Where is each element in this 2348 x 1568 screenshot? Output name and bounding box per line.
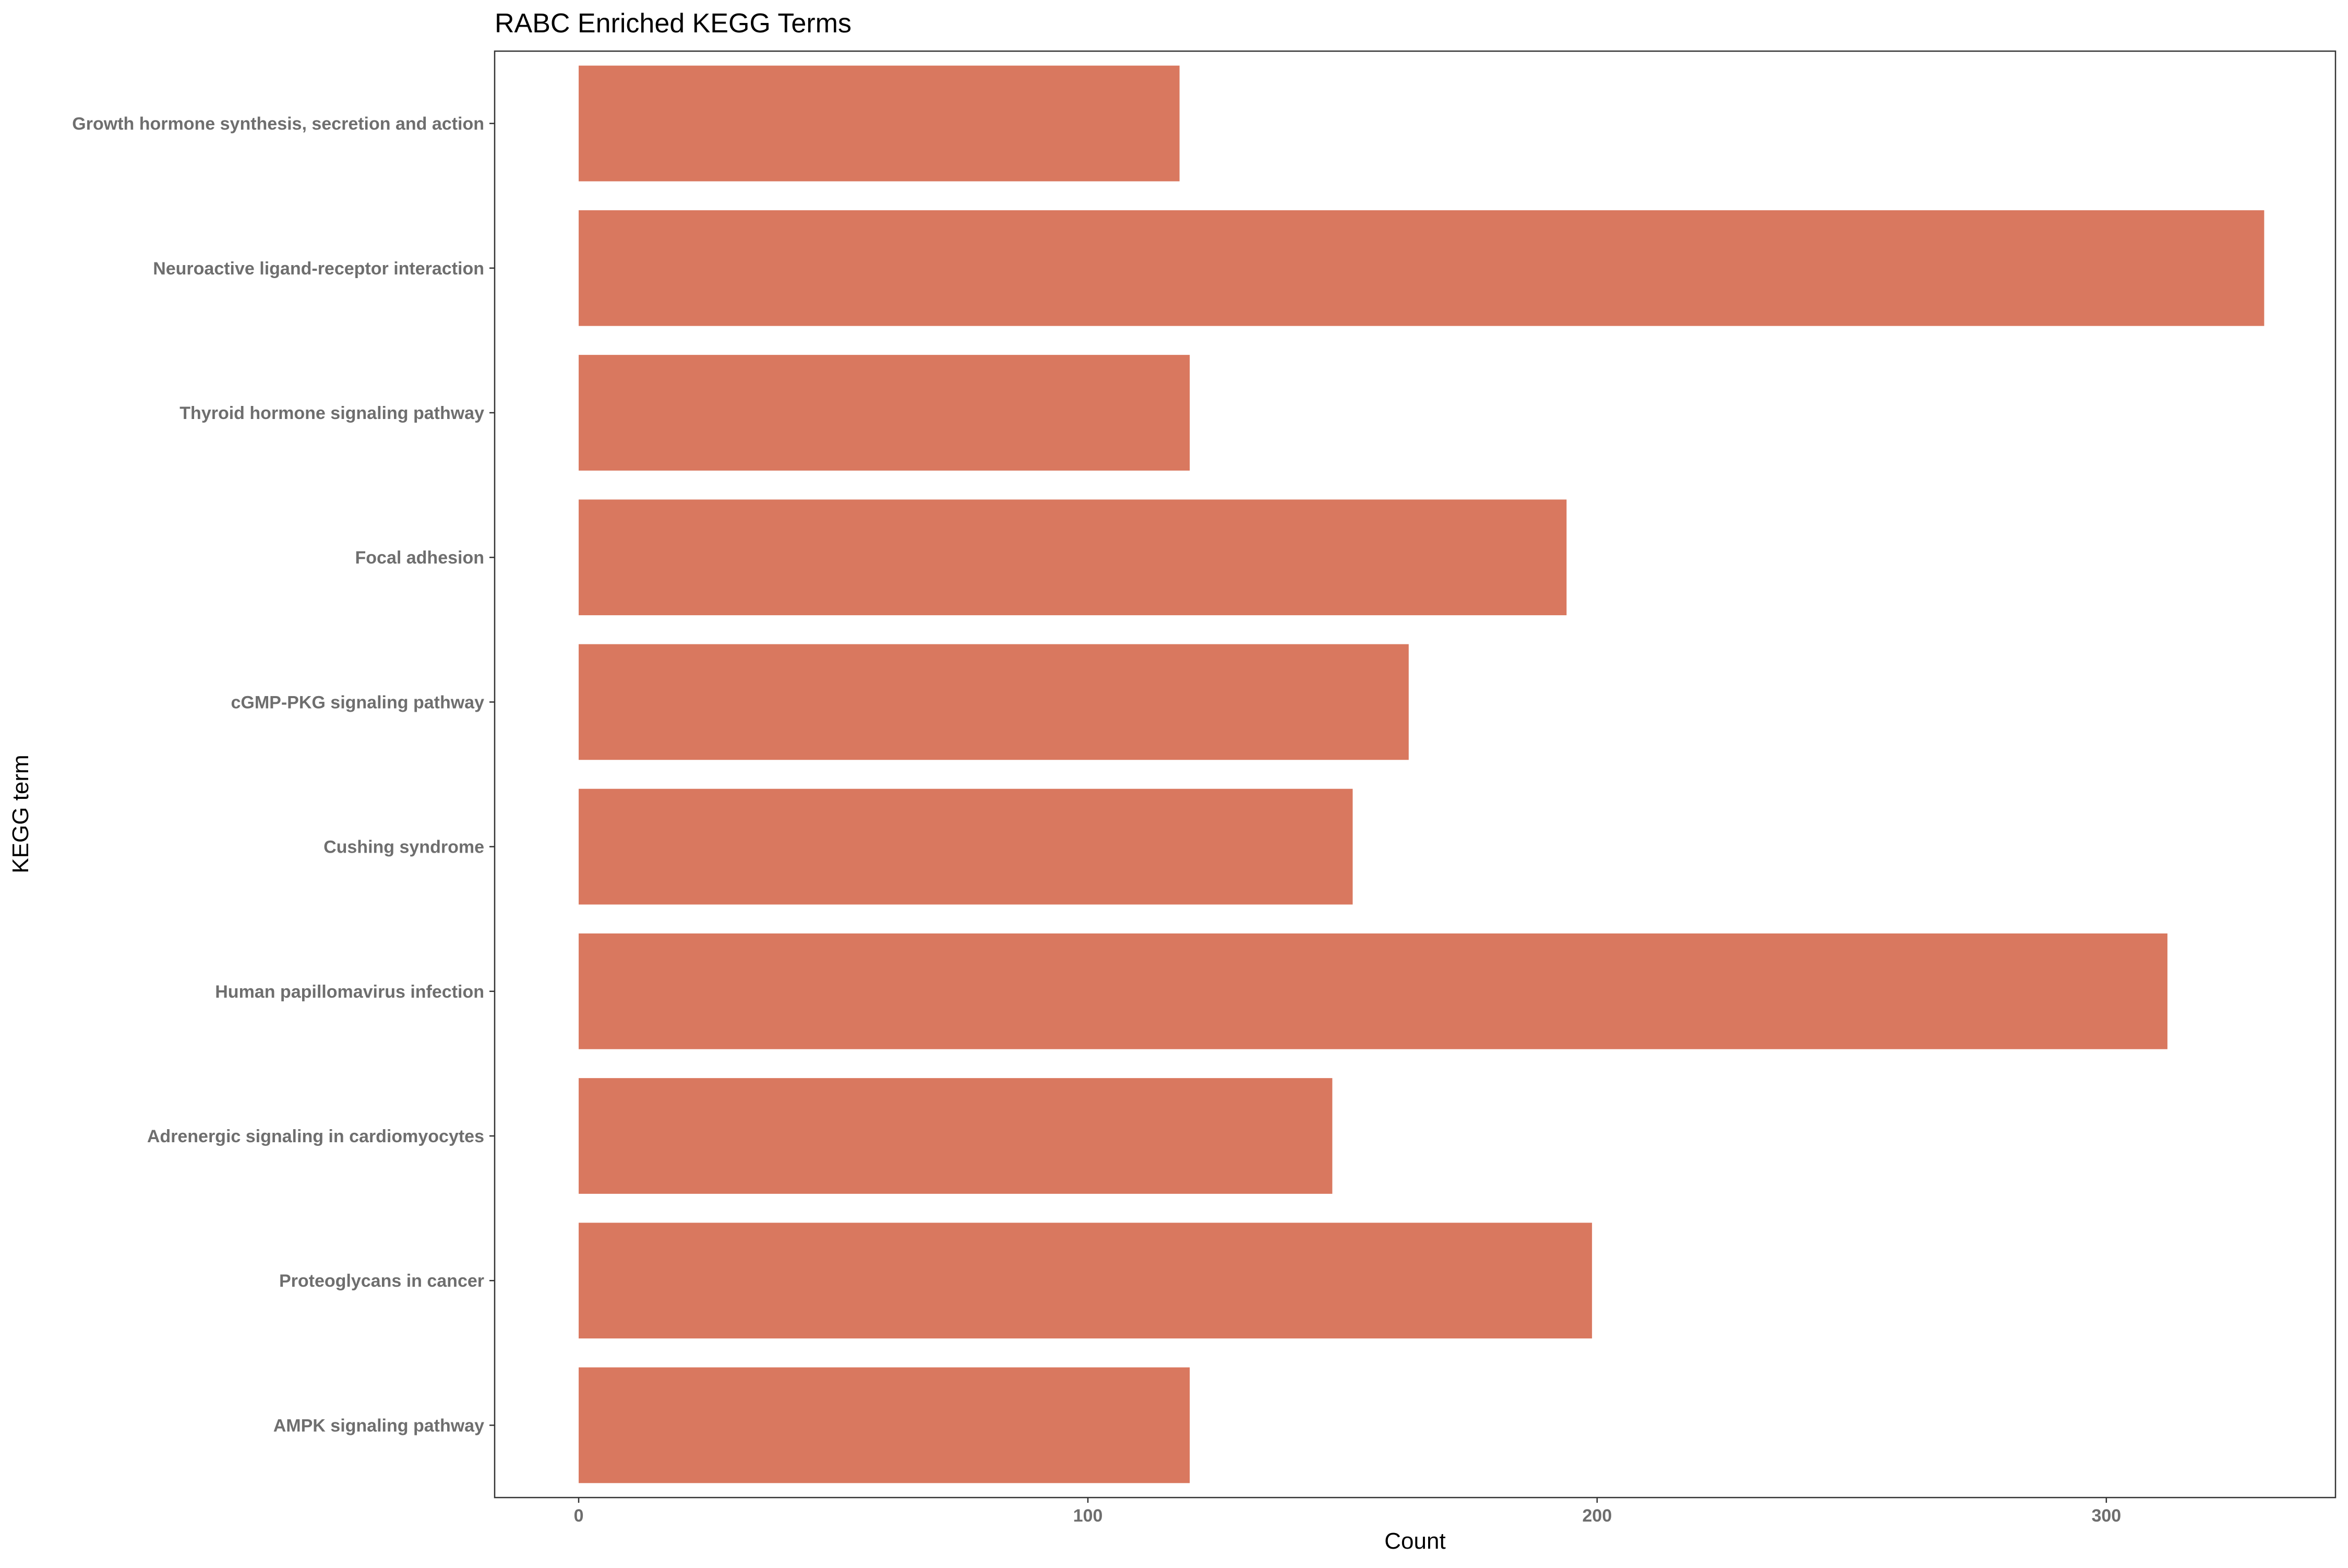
x-tick-label: 200 bbox=[1583, 1506, 1612, 1526]
y-tick-label: cGMP-PKG signaling pathway bbox=[231, 692, 484, 712]
bar bbox=[579, 788, 1353, 905]
panel-border bbox=[494, 50, 2337, 1499]
y-tick-label: Thyroid hormone signaling pathway bbox=[179, 403, 484, 423]
bar bbox=[579, 1078, 1333, 1194]
bar bbox=[579, 1223, 1592, 1339]
y-tick-label: Adrenergic signaling in cardiomyocytes bbox=[147, 1127, 484, 1146]
x-tick-label: 0 bbox=[574, 1506, 584, 1526]
x-axis-title: Count bbox=[1384, 1528, 1445, 1554]
y-tick-label: Human papillomavirus infection bbox=[215, 982, 484, 1002]
bar bbox=[579, 210, 2265, 326]
bar bbox=[579, 499, 1567, 616]
x-tick-label: 100 bbox=[1073, 1506, 1103, 1526]
y-tick-label: Focal adhesion bbox=[355, 548, 485, 568]
y-tick-label: Growth hormone synthesis, secretion and … bbox=[72, 114, 484, 134]
y-tick-label: Neuroactive ligand-receptor interaction bbox=[153, 259, 484, 279]
y-tick-label: AMPK signaling pathway bbox=[273, 1416, 484, 1435]
bar bbox=[579, 933, 2167, 1049]
y-tick-label: Proteoglycans in cancer bbox=[279, 1271, 484, 1291]
chart-title: RABC Enriched KEGG Terms bbox=[495, 8, 852, 39]
y-tick-label: Cushing syndrome bbox=[324, 837, 484, 857]
x-tick-label: 300 bbox=[2091, 1506, 2121, 1526]
bar bbox=[579, 1367, 1190, 1483]
plot-area: Growth hormone synthesis, secretion and … bbox=[72, 50, 2337, 1526]
bar bbox=[579, 355, 1190, 471]
y-axis-title: KEGG term bbox=[8, 755, 33, 873]
bar bbox=[579, 65, 1180, 182]
bar bbox=[579, 644, 1409, 760]
